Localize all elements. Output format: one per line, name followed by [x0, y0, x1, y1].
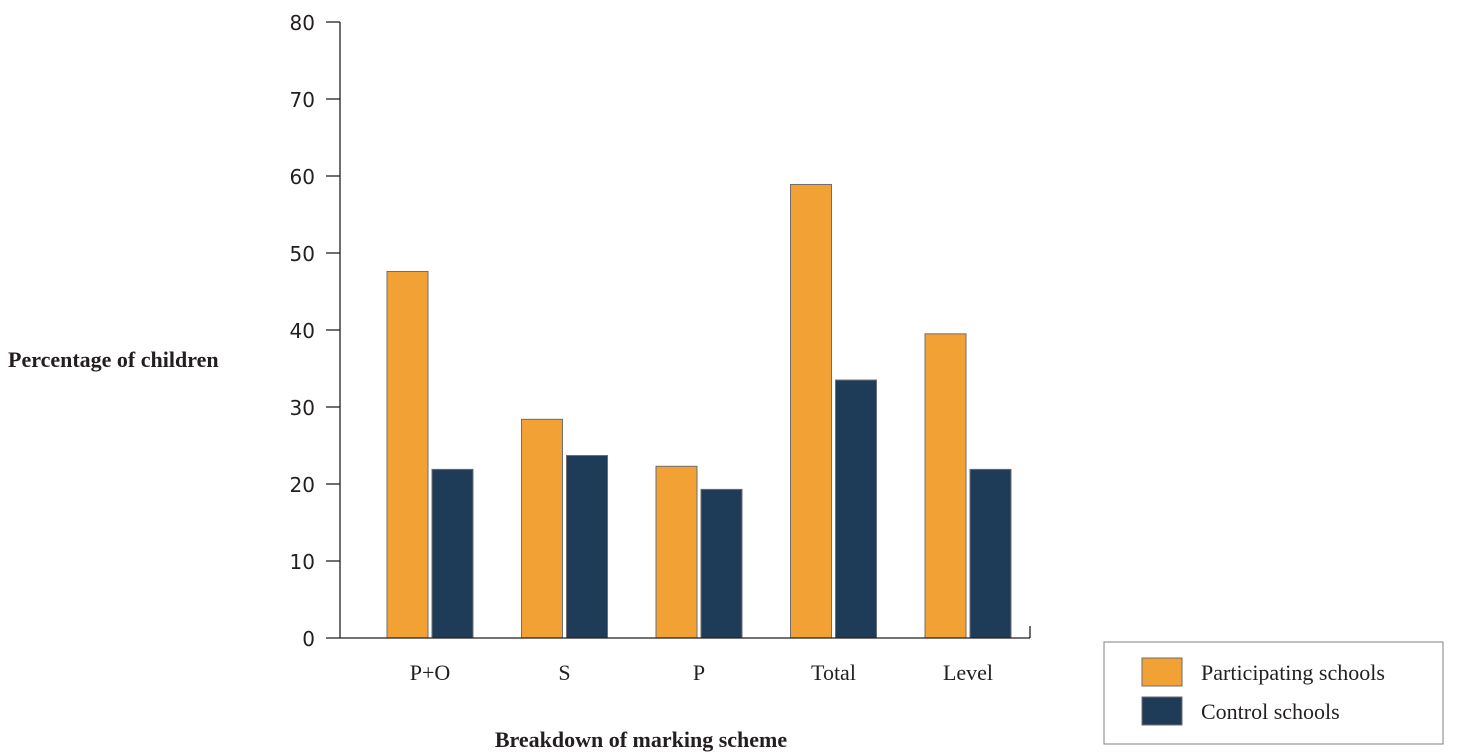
- y-tick-label: 0: [302, 627, 315, 651]
- x-tick-label: S: [558, 660, 570, 685]
- x-tick-label: P+O: [410, 660, 451, 685]
- y-tick-label: 20: [290, 473, 315, 497]
- bar-participating-p-o: [386, 270, 429, 639]
- y-tick-label: 70: [290, 88, 315, 112]
- y-tick-label: 80: [290, 11, 315, 35]
- legend-box: [1103, 641, 1444, 745]
- y-axis-ticks: 0 10 20 30 40 50 60 70 80: [290, 11, 340, 651]
- bars-layer: [386, 183, 1012, 639]
- y-tick-label: 50: [290, 242, 315, 266]
- y-tick-label: 60: [290, 165, 315, 189]
- bar-control-total: [835, 379, 877, 639]
- y-tick-label: 40: [290, 319, 315, 343]
- legend-label-control: Control schools: [1201, 699, 1340, 724]
- legend: Participating schools Control schools: [1103, 641, 1444, 745]
- bar-control-p: [700, 488, 743, 639]
- y-tick-label: 10: [290, 550, 315, 574]
- y-tick-label: 30: [290, 396, 315, 420]
- x-axis-ticks: P+O S P Total Level: [410, 660, 993, 685]
- legend-swatch-control: [1141, 696, 1183, 726]
- x-tick-label: Total: [811, 660, 856, 685]
- bar-participating-level: [924, 333, 967, 639]
- bar-control-p-o: [431, 468, 474, 639]
- bar-participating-s: [521, 418, 563, 639]
- x-tick-label: Level: [943, 660, 993, 685]
- bar-control-s: [566, 455, 608, 639]
- bar-participating-total: [790, 183, 832, 639]
- x-tick-label: P: [693, 660, 705, 685]
- legend-label-participating: Participating schools: [1201, 660, 1385, 685]
- legend-swatch-participating: [1141, 657, 1183, 687]
- bar-control-level: [969, 468, 1012, 639]
- bar-participating-p: [655, 465, 698, 639]
- y-axis-title: Percentage of children: [8, 347, 219, 372]
- x-axis-title: Breakdown of marking scheme: [495, 727, 788, 752]
